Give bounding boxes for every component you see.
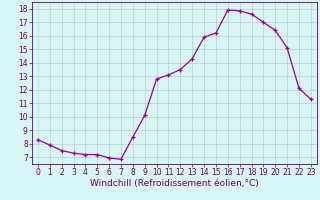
X-axis label: Windchill (Refroidissement éolien,°C): Windchill (Refroidissement éolien,°C) (90, 179, 259, 188)
